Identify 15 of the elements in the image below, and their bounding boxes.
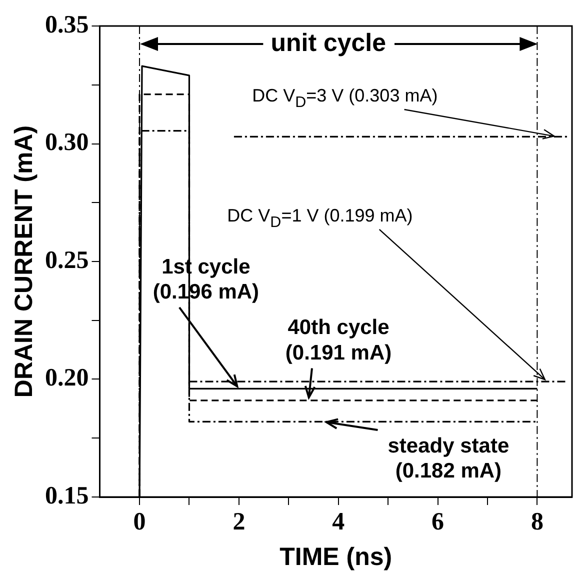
y-tick-label: 0.20	[45, 364, 89, 392]
x-tick-label: 2	[232, 508, 246, 536]
x-tick-label: 6	[432, 508, 444, 536]
annotation: steady state (0.182 mA)	[388, 434, 510, 483]
y-tick-label: 0.30	[45, 129, 89, 156]
x-tick-label: 8	[530, 508, 544, 536]
x-tick-label: 4	[332, 508, 346, 536]
y-axis-title: DRAIN CURRENT (mA)	[10, 125, 38, 398]
y-tick-label: 0.15	[45, 482, 89, 510]
annotation: 40th cycle (0.191 mA)	[285, 316, 392, 364]
annotation: unit cycle	[270, 28, 386, 57]
x-tick-label: 0	[133, 508, 146, 536]
y-tick-label: 0.35	[45, 11, 89, 38]
y-tick-label: 0.25	[45, 246, 89, 274]
x-axis-title: TIME (ns)	[280, 542, 392, 571]
